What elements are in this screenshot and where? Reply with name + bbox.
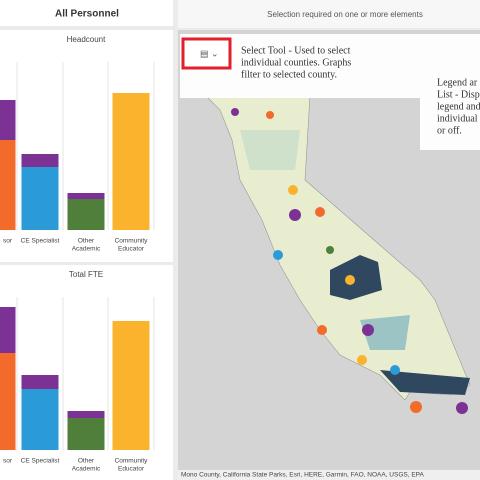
category-label: Educator (118, 466, 145, 473)
category-label: CE Specialist (21, 458, 60, 465)
category-label: sor (3, 458, 13, 465)
chart-title: Headcount (67, 35, 106, 44)
category-label: sor (3, 238, 13, 245)
bar-segment (21, 389, 59, 450)
map: ▤ ⌄ Mono County, California State Parks,… (178, 30, 480, 480)
county (330, 255, 382, 300)
header-title: All Personnel (55, 9, 119, 20)
category-label: Other (78, 458, 95, 465)
bar-segment (0, 307, 16, 353)
bar-segment (0, 100, 16, 140)
bar-segment (0, 353, 16, 450)
category-label: Academic (72, 466, 101, 473)
bar-segment (67, 199, 105, 230)
bar-segment (112, 93, 150, 230)
category-label: CE Specialist (21, 238, 60, 245)
tip-text: Legend ar (437, 77, 478, 88)
bar-segment (21, 154, 59, 167)
category-label: Academic (72, 246, 101, 253)
chart-title: Total FTE (69, 270, 103, 279)
tip-text: legend and (437, 101, 480, 112)
bar-segment (21, 375, 59, 389)
map-header (178, 0, 480, 28)
select-tool-button[interactable] (181, 37, 232, 70)
markers (231, 108, 468, 414)
tip-text: filter to selected county. (241, 69, 337, 80)
tip-text: individual (437, 113, 478, 124)
county (360, 315, 410, 350)
category-label: Community (115, 458, 149, 465)
category-label: Community (115, 238, 149, 245)
attribution: Mono County, California State Parks, Esr… (181, 472, 425, 479)
left-header (0, 0, 173, 26)
county (380, 370, 470, 395)
category-label: Educator (118, 246, 145, 253)
bar-segment (21, 167, 59, 230)
bar-segment (67, 418, 105, 450)
bar-segment (67, 193, 105, 199)
tip-text: List - Disp (437, 89, 480, 100)
tip-text: Select Tool - Used to select (241, 45, 351, 56)
icon: ▤ ⌄ (200, 48, 219, 58)
tooltip (420, 34, 480, 150)
category-label: Other (78, 238, 95, 245)
county (240, 130, 300, 170)
bar-segment (0, 140, 16, 230)
map-header-text: Selection required on one or more elemen… (267, 10, 423, 19)
bar-segment (67, 411, 105, 418)
bar-segment (112, 321, 150, 450)
tip-text: or off. (437, 125, 462, 136)
attribution-bar (178, 470, 480, 480)
tip-text: individual counties. Graphs (241, 57, 351, 68)
